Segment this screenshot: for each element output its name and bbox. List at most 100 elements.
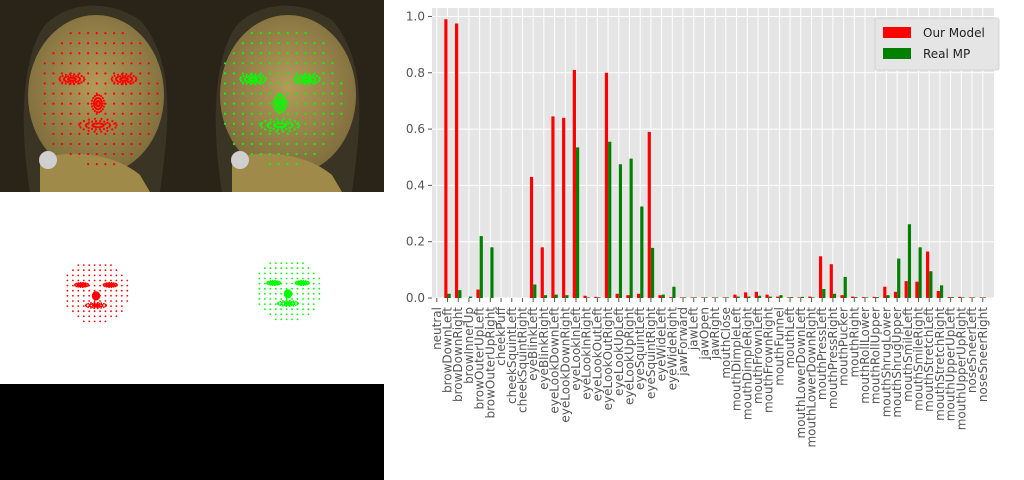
landmark-dot — [113, 142, 116, 146]
landmark-dot — [111, 76, 114, 79]
landmark-dot — [95, 72, 98, 75]
bar-mp-eyeWideLeft — [661, 294, 665, 298]
landmark-dot — [121, 122, 124, 125]
landmark-dot — [115, 124, 118, 127]
landmark-dot — [96, 307, 99, 310]
landmark-dot — [129, 73, 132, 76]
landmark-dot — [95, 111, 98, 114]
landmark-dot — [100, 130, 103, 133]
landmark-dot — [114, 122, 117, 125]
landmark-dot — [282, 100, 285, 103]
landmark-dot — [82, 264, 85, 266]
landmark-dot — [60, 52, 64, 55]
landmark-dot — [130, 62, 133, 65]
landmark-dot — [69, 102, 72, 105]
landmark-dot — [280, 122, 283, 125]
landmark-dot — [250, 31, 253, 35]
landmark-dot — [275, 110, 278, 113]
bar-mp-mouthDimpleLeft — [736, 296, 740, 298]
landmark-dot — [268, 102, 271, 105]
landmark-dot — [113, 74, 116, 77]
landmark-dot — [66, 274, 69, 277]
landmark-dot — [116, 82, 119, 85]
landmark-dot — [104, 269, 107, 272]
bar-mp-mouthFrownRight — [768, 296, 772, 298]
landmark-dot — [295, 112, 298, 115]
landmark-dot — [82, 79, 85, 82]
landmark-dot — [296, 313, 299, 316]
landmark-dot — [274, 313, 277, 316]
x-tick-label: mouthSmileLeft — [901, 307, 915, 402]
landmark-dot — [285, 287, 288, 290]
landmark-dot — [275, 104, 278, 107]
legend-label-model: Our Model — [923, 26, 985, 40]
landmark-dot — [308, 83, 311, 86]
landmark-dot — [279, 304, 281, 307]
x-tick-label: eyeLookUpLeft — [612, 307, 626, 396]
bar-model-jawForward — [679, 297, 684, 298]
landmark-dot — [277, 281, 279, 284]
landmark-dot — [82, 315, 85, 318]
landmark-dot — [296, 298, 299, 300]
landmark-dot — [139, 102, 142, 105]
landmark-dot — [308, 73, 311, 76]
landmark-dot — [313, 62, 316, 65]
landmark-dot — [87, 152, 90, 156]
landmark-dot — [312, 298, 315, 300]
landmark-dot — [258, 298, 261, 300]
landmark-dot — [291, 287, 293, 290]
landmark-dot — [318, 292, 321, 295]
bar-mp-jawOpen — [704, 297, 708, 298]
landmark-dot — [322, 102, 325, 105]
landmark-dot — [121, 52, 124, 55]
landmark-dot — [259, 142, 262, 146]
landmark-dot — [286, 82, 289, 85]
landmark-dot — [290, 122, 293, 125]
landmark-dot — [267, 280, 270, 283]
landmark-dot — [312, 73, 315, 76]
landmark-dot — [115, 283, 118, 286]
landmark-dot — [147, 122, 150, 125]
landmark-dot — [104, 310, 107, 313]
landmark-dot — [69, 132, 72, 135]
landmark-dot — [295, 142, 298, 146]
landmark-dot — [101, 303, 104, 306]
landmark-dot — [124, 74, 127, 77]
landmark-dot — [106, 118, 109, 121]
landmark-dot — [303, 83, 306, 86]
landmark-dot — [302, 298, 304, 300]
landmark-dot — [307, 292, 310, 295]
landmark-dot — [95, 112, 98, 115]
landmark-dot — [304, 112, 307, 115]
x-tick-label: browInnerUp — [462, 307, 476, 384]
landmark-dot — [147, 102, 150, 105]
landmark-dot — [292, 300, 295, 302]
landmark-dot — [92, 96, 95, 100]
x-tick-label: eyeLookUpRight — [623, 307, 637, 405]
landmark-dot — [250, 74, 253, 77]
landmark-dot — [282, 104, 285, 107]
landmark-dot — [259, 31, 262, 35]
landmark-dot — [260, 126, 263, 129]
x-tick-label: mouthStretchRight — [933, 307, 947, 421]
landmark-dot — [121, 112, 124, 115]
landmark-dot — [130, 92, 133, 95]
x-tick-label: browOuterUpRight — [483, 307, 497, 419]
landmark-dot — [258, 282, 261, 285]
landmark-dot — [290, 291, 293, 294]
x-tick-label: cheekSquintRight — [515, 307, 529, 413]
landmark-dot — [64, 73, 67, 76]
landmark-dot — [258, 292, 261, 295]
landmark-dot — [276, 128, 279, 131]
landmark-dot — [120, 73, 124, 76]
landmark-dot — [307, 272, 310, 275]
bar-mp-mouthPressLeft — [822, 288, 826, 298]
landmark-dot — [115, 315, 118, 318]
landmark-dot — [125, 73, 128, 76]
landmark-dot — [280, 292, 283, 295]
bar-mp-eyeSquintRight — [650, 247, 655, 298]
landmark-dot — [52, 82, 55, 85]
landmark-dot — [69, 42, 72, 45]
landmark-dot — [304, 152, 307, 156]
landmark-dot — [267, 122, 270, 125]
